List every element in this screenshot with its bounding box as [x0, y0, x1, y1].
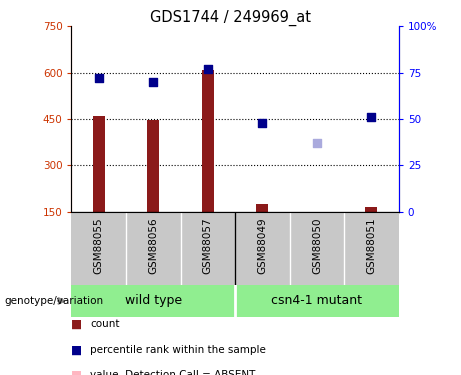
- Point: [149, 79, 157, 85]
- Text: GSM88056: GSM88056: [148, 218, 158, 274]
- Bar: [256, 204, 268, 212]
- Text: GSM88049: GSM88049: [257, 218, 267, 274]
- Text: GSM88055: GSM88055: [94, 218, 104, 274]
- Text: GSM88051: GSM88051: [366, 218, 377, 274]
- Bar: [93, 116, 105, 212]
- Bar: [366, 207, 378, 212]
- Text: value, Detection Call = ABSENT: value, Detection Call = ABSENT: [90, 370, 255, 375]
- Text: percentile rank within the sample: percentile rank within the sample: [90, 345, 266, 355]
- Point: [368, 114, 375, 120]
- Text: GDS1744 / 249969_at: GDS1744 / 249969_at: [150, 9, 311, 26]
- Text: ■: ■: [71, 344, 83, 356]
- Text: count: count: [90, 320, 119, 329]
- Bar: [202, 70, 214, 212]
- Bar: [147, 120, 160, 212]
- Text: GSM88057: GSM88057: [203, 218, 213, 274]
- Point: [259, 120, 266, 126]
- Text: genotype/variation: genotype/variation: [5, 296, 104, 306]
- Text: csn4-1 mutant: csn4-1 mutant: [272, 294, 362, 307]
- Text: GSM88050: GSM88050: [312, 218, 322, 274]
- Text: wild type: wild type: [125, 294, 182, 307]
- Text: ■: ■: [71, 369, 83, 375]
- Point: [313, 140, 321, 146]
- Point: [204, 66, 212, 72]
- Text: ■: ■: [71, 318, 83, 331]
- Point: [95, 75, 102, 81]
